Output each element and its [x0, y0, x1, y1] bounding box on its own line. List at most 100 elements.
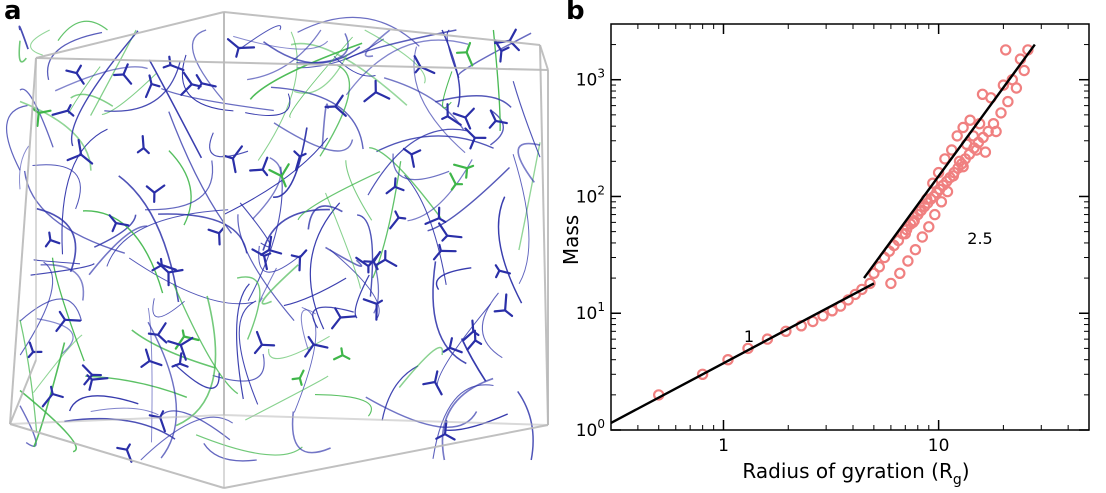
- scatter-series: [652, 44, 1034, 401]
- filament: [104, 61, 181, 112]
- filament: [245, 93, 291, 116]
- data-point: [964, 114, 976, 126]
- junction-node: [207, 226, 225, 246]
- filament: [19, 405, 37, 448]
- data-point: [902, 255, 914, 267]
- data-point: [916, 231, 928, 243]
- filament: [273, 127, 308, 198]
- filament: [518, 142, 541, 251]
- junction-node: [249, 156, 269, 177]
- filament: [172, 283, 239, 395]
- data-point: [899, 227, 911, 240]
- filament: [51, 257, 85, 362]
- filament: [30, 29, 50, 56]
- data-point: [957, 121, 969, 134]
- junction-node: [488, 109, 508, 129]
- filament: [161, 88, 274, 112]
- filament: [297, 171, 381, 221]
- filament: [329, 249, 380, 320]
- filament: [268, 335, 330, 360]
- filament: [36, 207, 77, 273]
- filament: [57, 20, 108, 41]
- junction-node: [171, 352, 189, 368]
- junction-node: [331, 307, 357, 330]
- filament: [404, 174, 447, 285]
- filament: [82, 210, 164, 294]
- junction-node: [363, 250, 382, 271]
- filament: [294, 54, 349, 94]
- data-point: [982, 125, 994, 138]
- filament: [364, 29, 426, 84]
- cube-edge: [9, 423, 225, 489]
- filament: [354, 274, 370, 319]
- junction-node: [452, 107, 475, 130]
- filament: [106, 209, 229, 267]
- filament: [19, 145, 30, 190]
- y-tick-label: 100: [576, 417, 605, 441]
- data-point: [979, 146, 992, 158]
- data-point: [923, 221, 935, 233]
- filament: [235, 283, 250, 400]
- filament: [209, 132, 249, 158]
- data-point: [935, 196, 948, 208]
- filament: [333, 55, 376, 77]
- filament: [6, 104, 28, 171]
- filament-layer: [6, 16, 541, 463]
- filament: [435, 95, 512, 108]
- junction-node: [156, 261, 184, 287]
- data-point: [957, 160, 969, 173]
- junction-node: [438, 222, 463, 242]
- filament: [309, 202, 341, 330]
- junction-node: [65, 64, 85, 85]
- filament: [458, 32, 532, 76]
- filament: [128, 257, 254, 305]
- filament: [517, 142, 541, 183]
- data-point: [914, 205, 926, 217]
- filament: [392, 153, 450, 181]
- junction-node: [435, 420, 456, 441]
- filament: [492, 29, 501, 132]
- junction-node: [375, 249, 398, 267]
- filament: [85, 375, 188, 398]
- data-point: [941, 185, 954, 198]
- junction-node: [226, 38, 256, 58]
- data-point: [925, 193, 937, 205]
- junction-node: [293, 150, 307, 171]
- filament: [70, 30, 139, 147]
- junction-node: [260, 235, 283, 256]
- filament: [147, 307, 153, 443]
- data-point: [931, 186, 943, 199]
- fit-line: [610, 282, 875, 424]
- junction-node: [453, 163, 475, 179]
- junction-node: [413, 55, 436, 75]
- cube-edge: [539, 44, 549, 71]
- junction-node: [162, 55, 185, 72]
- junction-node: [432, 243, 457, 261]
- slope-label: 1: [744, 327, 754, 346]
- cube-edge: [223, 424, 549, 489]
- y-tick-label: 103: [576, 67, 605, 91]
- junction-node: [441, 103, 462, 126]
- filament: [195, 434, 303, 456]
- filament: [158, 213, 248, 254]
- data-point: [976, 88, 989, 101]
- junction-node: [268, 163, 290, 188]
- filament: [64, 417, 176, 440]
- junction-node: [494, 264, 511, 279]
- data-point: [761, 333, 774, 345]
- filament: [373, 263, 380, 314]
- junction-node: [222, 145, 243, 174]
- filament: [367, 128, 468, 196]
- junction-node: [27, 341, 43, 359]
- filament: [319, 64, 351, 157]
- cube-edge: [223, 414, 549, 426]
- filament: [517, 390, 534, 461]
- filament: [270, 86, 364, 150]
- data-point: [939, 153, 951, 165]
- mass-vs-radius-chart: 1 10 100 101 102 103 1 2.5 Mass Radius of gyrat…: [550, 0, 1106, 489]
- data-point: [947, 170, 959, 182]
- filament: [249, 42, 363, 100]
- cube-edge: [9, 359, 37, 425]
- data-point: [907, 216, 919, 229]
- junction-node: [442, 337, 463, 354]
